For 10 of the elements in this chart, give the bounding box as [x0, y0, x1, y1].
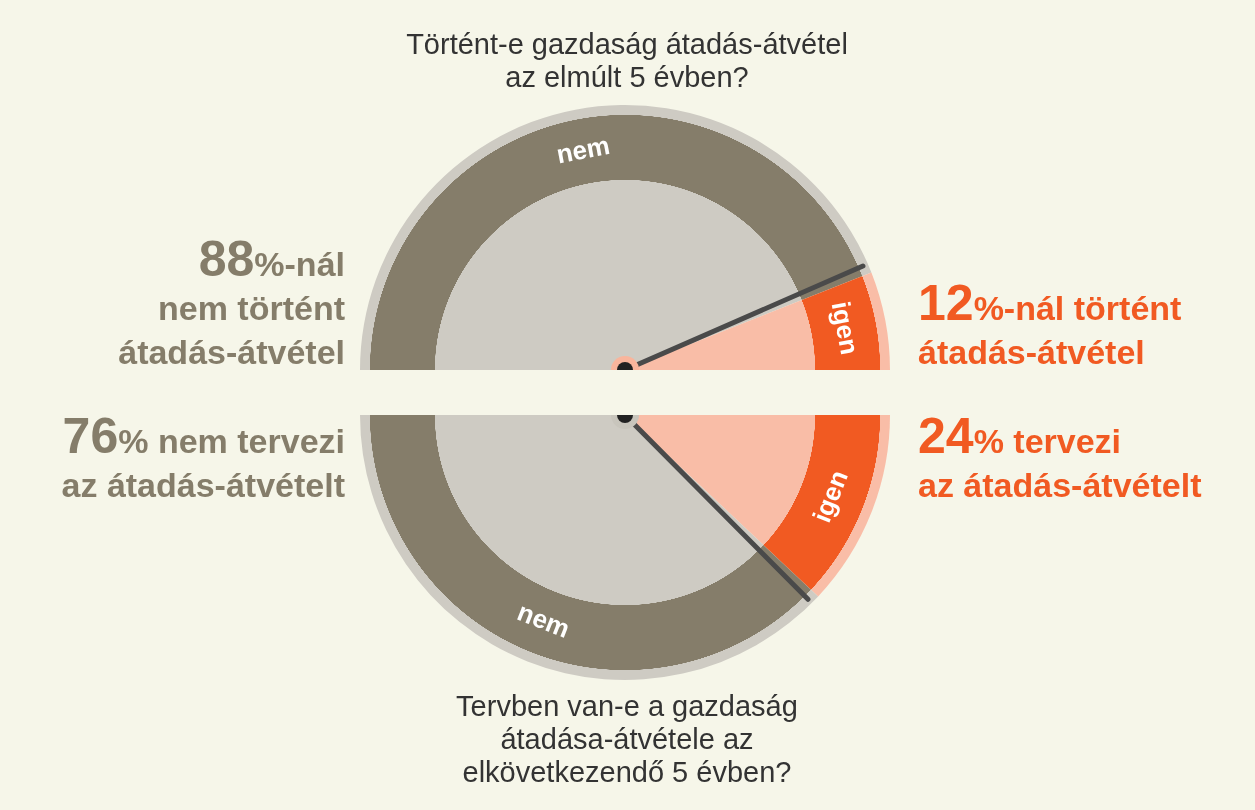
text: 88%-nál nem történt átadás-átvétel	[118, 231, 345, 373]
text: 12%-nál történt átadás-átvétel	[918, 275, 1182, 373]
text: 24% tervezi az átadás-átvételt	[918, 408, 1202, 506]
chart-title: Történt-e gazdaság átadás-átvétel az elmúlt 5 évben?	[405, 28, 849, 94]
text: 76% nem tervezi az átadás-átvételt	[61, 408, 345, 506]
slice-label: igen	[806, 465, 854, 527]
slice-label: nem	[553, 129, 613, 170]
text: Tervben van-e a gazdaság átadása-átvétele az elkövetkezendő 5 évben?	[455, 690, 799, 789]
slice-label: nem	[513, 596, 575, 644]
slice-label: igen	[825, 298, 866, 358]
